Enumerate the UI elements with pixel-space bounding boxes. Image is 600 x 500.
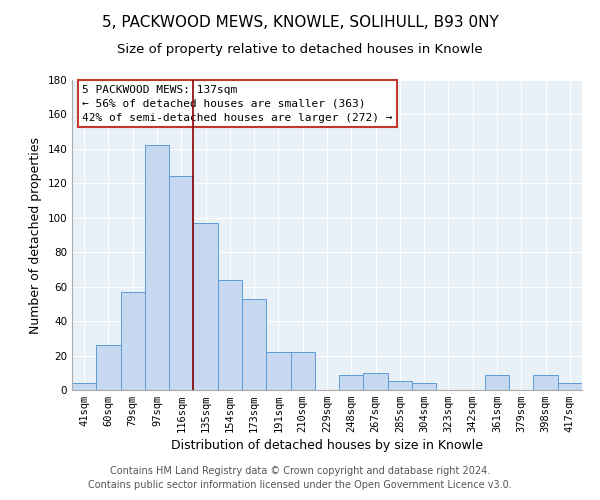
Bar [533, 374, 558, 390]
Bar [145, 146, 169, 390]
Bar [388, 382, 412, 390]
Bar [96, 345, 121, 390]
Bar [121, 292, 145, 390]
Bar [339, 374, 364, 390]
Bar [364, 373, 388, 390]
Text: Size of property relative to detached houses in Knowle: Size of property relative to detached ho… [117, 42, 483, 56]
Bar [558, 383, 582, 390]
Bar [485, 374, 509, 390]
Bar [266, 352, 290, 390]
Bar [72, 383, 96, 390]
Bar [193, 223, 218, 390]
Bar [218, 280, 242, 390]
Text: 5 PACKWOOD MEWS: 137sqm
← 56% of detached houses are smaller (363)
42% of semi-d: 5 PACKWOOD MEWS: 137sqm ← 56% of detache… [82, 84, 392, 122]
Text: Contains HM Land Registry data © Crown copyright and database right 2024.
Contai: Contains HM Land Registry data © Crown c… [88, 466, 512, 490]
X-axis label: Distribution of detached houses by size in Knowle: Distribution of detached houses by size … [171, 440, 483, 452]
Y-axis label: Number of detached properties: Number of detached properties [29, 136, 42, 334]
Bar [169, 176, 193, 390]
Text: 5, PACKWOOD MEWS, KNOWLE, SOLIHULL, B93 0NY: 5, PACKWOOD MEWS, KNOWLE, SOLIHULL, B93 … [101, 15, 499, 30]
Bar [242, 298, 266, 390]
Bar [290, 352, 315, 390]
Bar [412, 383, 436, 390]
